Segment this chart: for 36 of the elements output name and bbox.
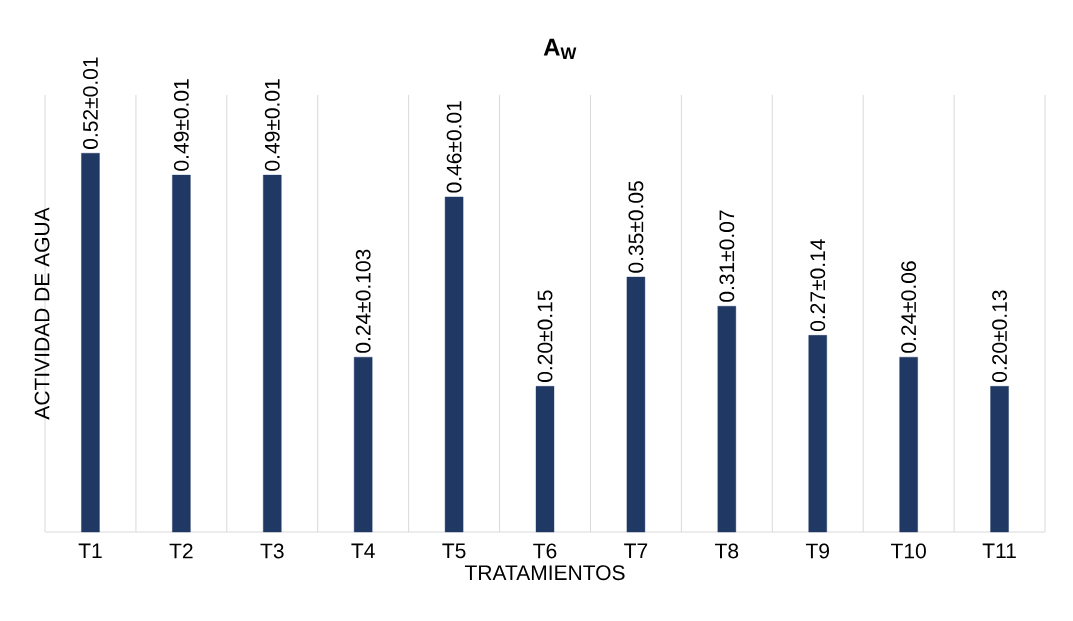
bar bbox=[263, 174, 282, 533]
data-label: 0.31±0.07 bbox=[719, 210, 735, 302]
bar bbox=[172, 174, 191, 533]
bar bbox=[81, 153, 100, 533]
x-tick-label: T4 bbox=[351, 543, 375, 558]
x-tick-label: T6 bbox=[533, 543, 557, 559]
data-label: 0.49±0.01 bbox=[264, 79, 280, 171]
x-tick-label: T9 bbox=[805, 543, 829, 559]
bar bbox=[808, 335, 827, 533]
data-label: 0.20±0.13 bbox=[992, 290, 1007, 382]
bar bbox=[626, 276, 646, 533]
bar bbox=[535, 386, 555, 533]
data-label: 0.46±0.01 bbox=[446, 101, 462, 193]
data-label: 0.20±0.15 bbox=[537, 290, 553, 382]
bar bbox=[717, 306, 737, 533]
data-label: 0.24±0.103 bbox=[355, 249, 371, 353]
x-tick-label: T11 bbox=[982, 543, 1016, 558]
y-axis-title: ACTIVIDAD DE AGUA bbox=[34, 207, 50, 420]
x-tick-label: T2 bbox=[169, 543, 193, 559]
x-tick-label: T5 bbox=[442, 543, 466, 559]
data-label: 0.49±0.01 bbox=[173, 79, 189, 171]
x-tick-label: T8 bbox=[715, 543, 739, 559]
x-axis-title: TRATAMIENTOS bbox=[464, 565, 625, 581]
data-label: 0.52±0.01 bbox=[83, 57, 98, 149]
bar bbox=[990, 386, 1009, 533]
bar bbox=[444, 196, 464, 533]
x-tick-label: T1 bbox=[78, 543, 102, 558]
bar bbox=[353, 357, 373, 533]
x-tick-label: T7 bbox=[624, 543, 648, 558]
x-tick-label: T10 bbox=[891, 543, 926, 559]
data-label: 0.27±0.14 bbox=[810, 239, 826, 331]
data-label: 0.24±0.06 bbox=[901, 261, 917, 353]
data-label: 0.35±0.05 bbox=[628, 181, 644, 273]
bar bbox=[899, 357, 918, 533]
x-tick-label: T3 bbox=[260, 543, 284, 559]
chart-title: A$_{W}$ bbox=[543, 38, 577, 60]
